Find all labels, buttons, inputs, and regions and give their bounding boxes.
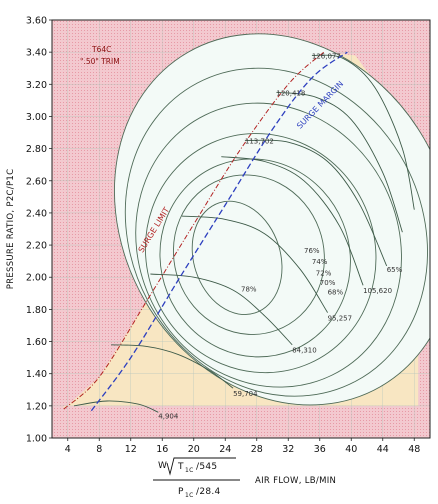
surge-margin-line	[90, 51, 348, 412]
y-tick-labels: 1.00 1.20 1.40 1.60 1.80 2.00 2.20 2.40 2.60 2.80…	[26, 16, 52, 445]
efficiency-label: 68%	[328, 289, 344, 297]
speed-line-label: 120,418	[276, 89, 305, 97]
x-tick-label: 44	[377, 444, 389, 455]
efficiency-label: 76%	[304, 247, 320, 255]
speed-line	[221, 156, 364, 286]
speed-line	[181, 215, 328, 313]
speed-line-label: 4,904	[158, 413, 179, 421]
speed-line-label: 105,620	[363, 287, 392, 295]
y-tick-label: 1.80	[26, 305, 47, 316]
efficiency-label: 72%	[316, 269, 332, 277]
y-tick-label: 2.80	[26, 144, 47, 155]
efficiency-label: 65%	[387, 266, 403, 274]
efficiency-label: 70%	[320, 279, 336, 287]
y-tick-label: 1.40	[26, 369, 47, 380]
x-tick-label: 28	[251, 444, 263, 455]
svg-text:T: T	[177, 462, 184, 472]
x-tick-label: 4	[65, 444, 71, 455]
x-tick-label: 24	[219, 444, 231, 455]
svg-text:/545: /545	[196, 462, 217, 472]
svg-text:W: W	[158, 461, 167, 471]
y-tick-label: 3.00	[26, 112, 47, 123]
speed-line-label: 84,310	[292, 347, 317, 355]
x-tick-label: 36	[314, 444, 326, 455]
speed-lines	[73, 54, 415, 413]
speed-line-label: 113,702	[245, 138, 274, 146]
speed-line	[150, 273, 293, 346]
speed-line-label: 95,257	[328, 314, 353, 322]
efficiency-label: 74%	[312, 258, 328, 266]
y-tick-label: 2.60	[26, 176, 47, 187]
efficiency-island	[144, 133, 377, 374]
efficiency-island	[124, 67, 428, 397]
x-tick-label: 20	[188, 444, 200, 455]
y-tick-label: 3.60	[26, 16, 47, 27]
x-tick-labels: 4 8 12 16 20 24 28 32 36 40 44 48	[65, 438, 420, 455]
speed-line	[111, 344, 234, 389]
efficiency-island	[135, 102, 402, 388]
note-model: T64C	[91, 45, 111, 54]
y-tick-label: 3.20	[26, 80, 47, 91]
surge-limit-line	[63, 51, 325, 410]
speed-line-label: 59,704	[233, 390, 258, 398]
note-trim: ".50" TRIM	[80, 57, 120, 66]
x-tick-label: 40	[345, 444, 357, 455]
svg-text:/28.4: /28.4	[196, 487, 221, 497]
speed-line	[276, 91, 403, 233]
efficiency-island	[159, 158, 351, 358]
x-tick-label: 16	[156, 444, 168, 455]
plot-frame	[51, 19, 431, 439]
surge-lines	[63, 51, 348, 412]
y-tick-label: 1.20	[26, 401, 47, 412]
svg-text:1C: 1C	[185, 492, 194, 499]
y-tick-label: 1.60	[26, 337, 47, 348]
speed-line	[73, 400, 159, 413]
x-tick-label: 12	[125, 444, 137, 455]
speed-line	[244, 139, 388, 267]
y-tick-label: 2.00	[26, 273, 47, 284]
speed-line-label: 126,077	[312, 52, 341, 60]
efficiency-label: 78%	[241, 286, 257, 294]
x-tick-label: 32	[282, 444, 294, 455]
y-tick-label: 1.00	[26, 434, 47, 445]
y-tick-label: 2.40	[26, 208, 47, 219]
speed-line	[311, 54, 415, 210]
x-tick-label: 8	[96, 444, 102, 455]
svg-text:P: P	[178, 487, 184, 497]
y-tick-label: 2.20	[26, 241, 47, 252]
y-tick-label: 3.40	[26, 48, 47, 59]
svg-text:1C: 1C	[185, 467, 194, 474]
x-tick-label: 48	[408, 444, 420, 455]
x-axis-formula: W T 1C /545 P 1C /28.4	[153, 457, 240, 499]
x-axis-label: AIR FLOW, LB/MIN	[255, 476, 336, 486]
y-axis-label: PRESSURE RATIO, P2C/P1C	[6, 169, 16, 290]
